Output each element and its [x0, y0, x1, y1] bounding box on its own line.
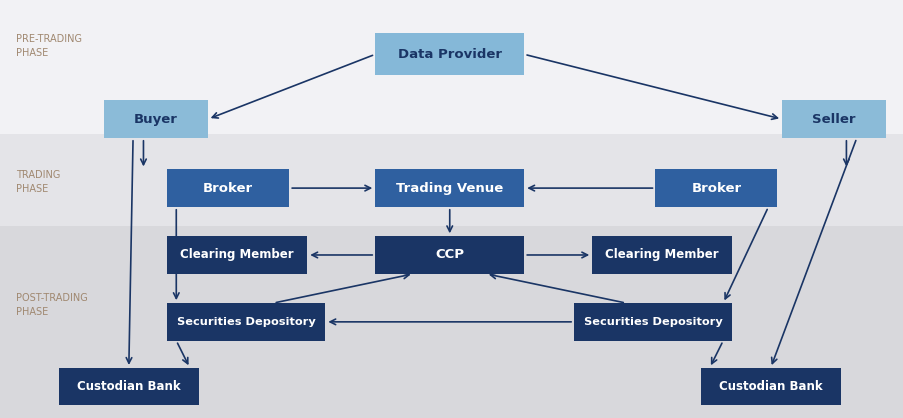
Text: Securities Depository: Securities Depository — [177, 317, 315, 327]
Text: TRADING
PHASE: TRADING PHASE — [16, 170, 61, 194]
FancyBboxPatch shape — [781, 100, 885, 138]
Bar — [0, 0, 903, 134]
FancyBboxPatch shape — [655, 169, 777, 207]
FancyBboxPatch shape — [700, 368, 840, 405]
Text: Clearing Member: Clearing Member — [181, 248, 293, 262]
FancyBboxPatch shape — [167, 169, 289, 207]
Text: Custodian Bank: Custodian Bank — [77, 380, 181, 393]
FancyBboxPatch shape — [375, 236, 524, 274]
Text: Broker: Broker — [691, 181, 740, 195]
Text: Seller: Seller — [811, 112, 855, 126]
FancyBboxPatch shape — [59, 368, 199, 405]
FancyBboxPatch shape — [375, 169, 524, 207]
Text: CCP: CCP — [434, 248, 464, 262]
Text: Broker: Broker — [203, 181, 253, 195]
Bar — [0, 226, 903, 418]
Text: POST-TRADING
PHASE: POST-TRADING PHASE — [16, 293, 88, 317]
Text: Trading Venue: Trading Venue — [396, 181, 503, 195]
Text: PRE-TRADING
PHASE: PRE-TRADING PHASE — [16, 34, 82, 58]
FancyBboxPatch shape — [104, 100, 208, 138]
FancyBboxPatch shape — [591, 236, 731, 274]
Text: Data Provider: Data Provider — [397, 48, 501, 61]
FancyBboxPatch shape — [375, 33, 524, 75]
Text: Buyer: Buyer — [134, 112, 178, 126]
Text: Clearing Member: Clearing Member — [605, 248, 718, 262]
FancyBboxPatch shape — [573, 303, 731, 341]
FancyBboxPatch shape — [167, 303, 325, 341]
FancyBboxPatch shape — [167, 236, 307, 274]
Bar — [0, 134, 903, 226]
Text: Securities Depository: Securities Depository — [583, 317, 721, 327]
Text: Custodian Bank: Custodian Bank — [718, 380, 822, 393]
